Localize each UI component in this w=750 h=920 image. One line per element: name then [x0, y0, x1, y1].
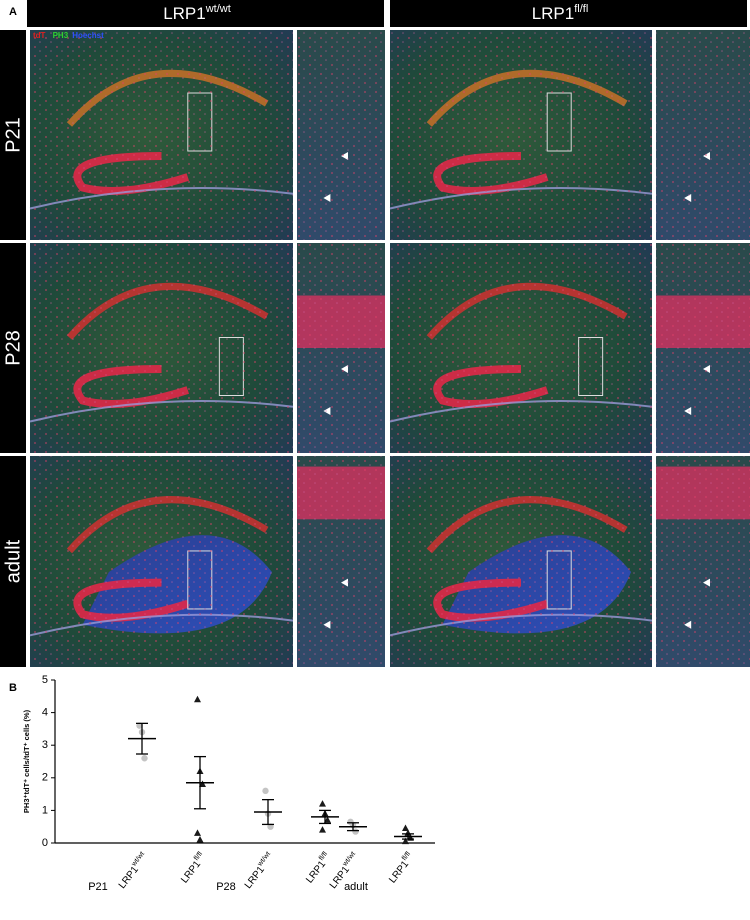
y-tick-label: 5: [42, 674, 48, 686]
genotype: wt/wt: [130, 851, 146, 869]
column-header: LRP1wt/wt: [163, 3, 231, 24]
genotype: fl/fl: [574, 3, 588, 15]
cell-nuclei: [656, 30, 750, 240]
data-point: [196, 835, 204, 843]
x-tick-label: LRP1fl/fl: [385, 850, 416, 885]
gene: LRP1: [387, 858, 411, 885]
group-label: adult: [344, 881, 368, 893]
x-tick-label: LRP1wt/wt: [241, 851, 276, 891]
x-tick-label: LRP1fl/fl: [177, 850, 208, 885]
gene: LRP1: [117, 864, 141, 891]
panel-label: B: [9, 682, 17, 694]
cell-nuclei: [656, 456, 750, 667]
row-label: P28: [2, 330, 24, 366]
y-tick-label: 4: [42, 707, 48, 719]
genotype: fl/fl: [193, 850, 204, 862]
data-point: [402, 824, 409, 832]
gene: LRP1: [179, 858, 203, 885]
cell-nuclei: [656, 243, 750, 453]
y-tick-label: 1: [42, 804, 48, 816]
cell-nuclei: [297, 456, 385, 667]
genotype: fl/fl: [318, 850, 329, 862]
cell-nuclei: [297, 243, 385, 453]
gene: LRP1: [304, 858, 328, 885]
gene: LRP1: [163, 4, 206, 23]
row-label-bar: [0, 456, 26, 667]
data-point: [194, 829, 201, 836]
y-tick-label: 2: [42, 772, 48, 784]
column-header-bar: [27, 0, 384, 27]
group-label: P28: [216, 881, 236, 893]
stain-legend: tdT: [33, 31, 46, 40]
x-tick-label: LRP1wt/wt: [115, 851, 150, 891]
genotype: fl/fl: [401, 850, 412, 862]
genotype: wt/wt: [205, 3, 231, 15]
cell-nuclei: [390, 243, 652, 453]
data-point: [319, 826, 326, 833]
group-label: P21: [88, 881, 108, 893]
stain-legend: Hoechst: [72, 31, 104, 40]
row-label: adult: [2, 539, 24, 583]
genotype: wt/wt: [256, 851, 272, 869]
data-point: [267, 823, 274, 830]
data-point: [194, 695, 201, 703]
stain-legend: PH3: [53, 31, 69, 40]
gene: LRP1: [532, 4, 575, 23]
column-header-bar: [390, 0, 747, 27]
data-point: [324, 816, 331, 823]
cell-nuclei: [390, 456, 652, 667]
data-point: [136, 722, 143, 729]
data-point: [262, 787, 269, 795]
data-point: [402, 837, 409, 845]
row-label-bar: [0, 30, 26, 240]
gene: LRP1: [243, 864, 267, 891]
cell-nuclei: [297, 30, 385, 240]
row-label: P21: [2, 117, 24, 153]
panel-label: A: [9, 6, 17, 18]
data-point: [141, 755, 148, 762]
cell-nuclei: [30, 456, 293, 667]
y-tick-label: 0: [42, 837, 48, 849]
cell-nuclei: [390, 30, 652, 240]
x-tick-label: LRP1fl/fl: [302, 850, 333, 885]
row-label-bar: [0, 243, 26, 453]
cell-nuclei: [30, 30, 293, 240]
y-axis-title: PH3⁺tdT⁺ cells/tdT⁺ cells (%): [22, 709, 31, 813]
y-tick-label: 3: [42, 739, 48, 751]
column-header: LRP1fl/fl: [532, 3, 589, 24]
cell-nuclei: [30, 243, 293, 453]
data-point: [199, 780, 206, 788]
genotype: wt/wt: [341, 851, 357, 869]
panel-b: B 0 1 2 3 4 5 PH3⁺tdT⁺ cells/tdT⁺ cells (%) P21 L…: [9, 674, 435, 893]
data-point: [319, 800, 326, 807]
